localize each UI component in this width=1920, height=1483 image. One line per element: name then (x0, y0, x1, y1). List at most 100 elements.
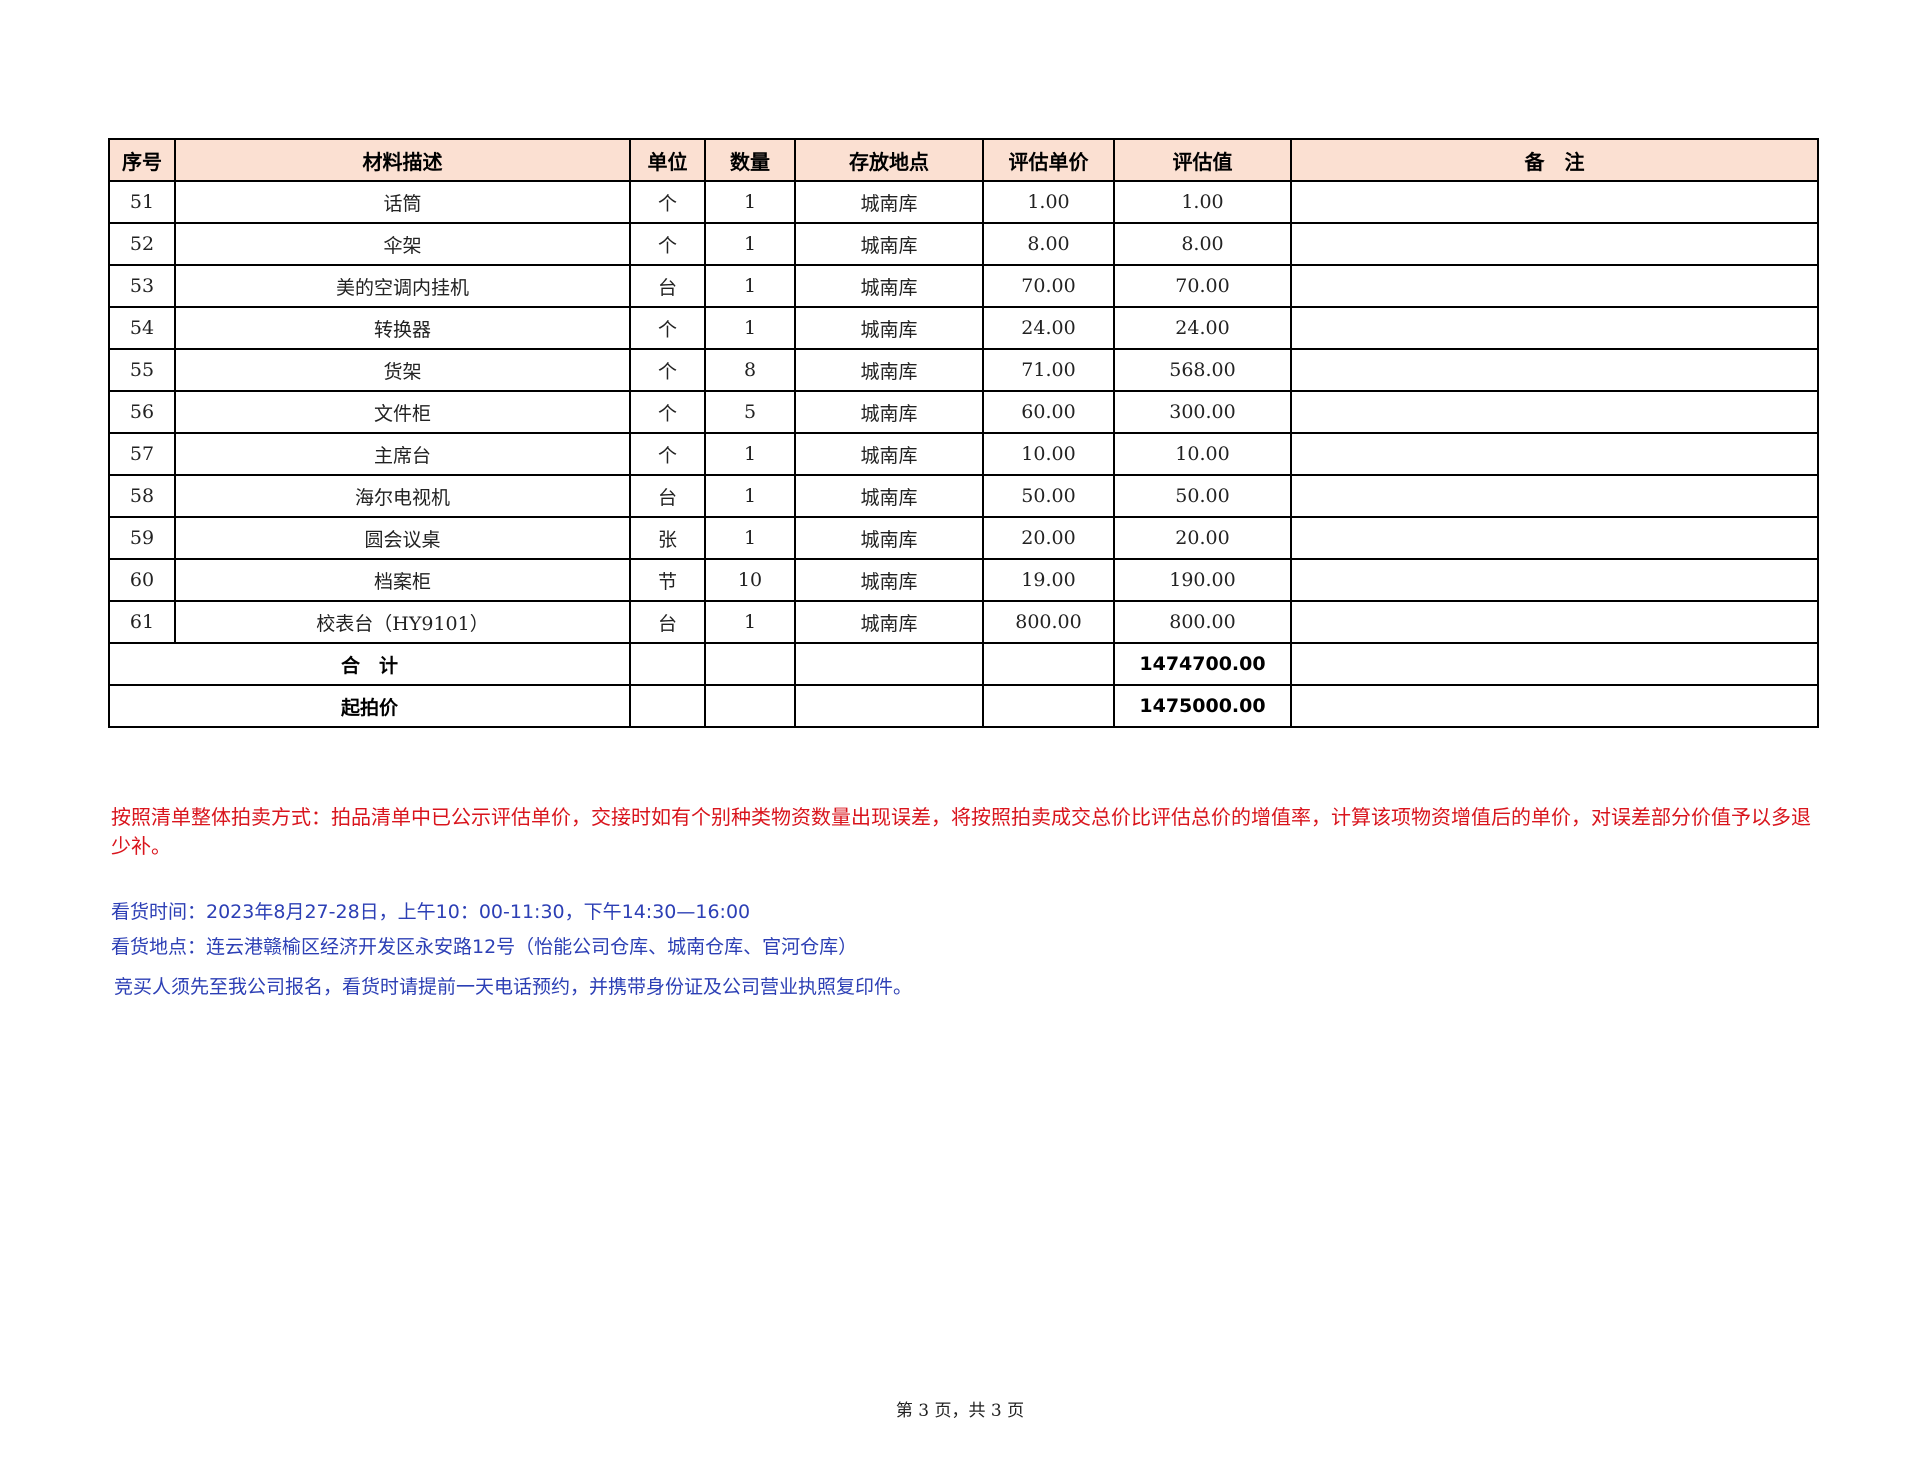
table-cell: 1 (704, 222, 796, 266)
table-cell: 52 (108, 222, 176, 266)
table-cell: 台 (629, 600, 706, 644)
table-cell: 节 (629, 558, 706, 602)
table-cell: 文件柜 (174, 390, 631, 434)
table-cell: 19.00 (982, 558, 1115, 602)
table-cell: 城南库 (794, 348, 984, 392)
table-cell: 71.00 (982, 348, 1115, 392)
table-cell: 美的空调内挂机 (174, 264, 631, 308)
column-header: 序号 (108, 138, 176, 182)
column-header: 数量 (704, 138, 796, 182)
table-cell: 54 (108, 306, 176, 350)
table-cell: 档案柜 (174, 558, 631, 602)
column-header: 存放地点 (794, 138, 984, 182)
table-cell: 20.00 (982, 516, 1115, 560)
table-cell: 1 (704, 600, 796, 644)
table-cell: 海尔电视机 (174, 474, 631, 518)
column-header: 材料描述 (174, 138, 631, 182)
table-cell: 190.00 (1113, 558, 1292, 602)
table-cell: 8 (704, 348, 796, 392)
table-row: 54 转换器个 1 城南库 24.00 24.00 (108, 306, 1819, 350)
table-cell: 话筒 (174, 180, 631, 224)
table-cell: 10 (704, 558, 796, 602)
table-cell: 61 (108, 600, 176, 644)
table-cell: 城南库 (794, 516, 984, 560)
table-row: 61 校表台（HY9101）台 1 城南库 800.00 800.00 (108, 600, 1819, 644)
table-cell: 1 (704, 264, 796, 308)
table-cell: 57 (108, 432, 176, 476)
table-cell: 5 (704, 390, 796, 434)
table-cell: 51 (108, 180, 176, 224)
table-cell: 圆会议桌 (174, 516, 631, 560)
table-cell: 张 (629, 516, 706, 560)
table-cell: 800.00 (982, 600, 1115, 644)
total-value: 1474700.00 (1113, 642, 1292, 686)
registration-note: 竞买人须先至我公司报名，看货时请提前一天电话预约，并携带身份证及公司营业执照复印… (114, 976, 913, 998)
table-cell: 24.00 (1113, 306, 1292, 350)
viewing-time: 看货时间：2023年8月27-28日，上午10：00-11:30，下午14:30… (111, 901, 751, 923)
table-row: 56 文件柜个 5 城南库 60.00 300.00 (108, 390, 1819, 434)
table-cell: 城南库 (794, 264, 984, 308)
table-cell: 70.00 (1113, 264, 1292, 308)
table-cell: 城南库 (794, 390, 984, 434)
table-cell (1290, 180, 1819, 224)
table-cell: 8.00 (982, 222, 1115, 266)
table-cell: 主席台 (174, 432, 631, 476)
start-price-value: 1475000.00 (1113, 684, 1292, 728)
table-cell: 转换器 (174, 306, 631, 350)
table-cell: 个 (629, 432, 706, 476)
table-cell: 校表台（HY9101） (174, 600, 631, 644)
table-cell: 个 (629, 222, 706, 266)
table-cell: 60.00 (982, 390, 1115, 434)
table-row: 60 档案柜节 10 城南库 19.00 190.00 (108, 558, 1819, 602)
materials-table: 序号 材料描述 单位 数量 存放地点 评估单价 评估值备 注 51 话筒个 1 城南库 1.00 1.… (108, 138, 1819, 728)
table-cell: 800.00 (1113, 600, 1292, 644)
table-cell (1290, 348, 1819, 392)
table-cell: 伞架 (174, 222, 631, 266)
table-cell: 60 (108, 558, 176, 602)
table-cell: 城南库 (794, 558, 984, 602)
total-label: 合 计 (108, 642, 631, 686)
table-cell: 城南库 (794, 180, 984, 224)
page-number: 第 3 页，共 3 页 (895, 1401, 1025, 1421)
auction-note: 按照清单整体拍卖方式：拍品清单中已公示评估单价，交接时如有个别种类物资数量出现误… (111, 805, 1811, 858)
table-cell: 50.00 (1113, 474, 1292, 518)
table-row: 53 美的空调内挂机台 1 城南库 70.00 70.00 (108, 264, 1819, 308)
table-cell: 个 (629, 180, 706, 224)
table-cell: 59 (108, 516, 176, 560)
table-cell: 1 (704, 180, 796, 224)
table-cell (1290, 432, 1819, 476)
table-cell (1290, 306, 1819, 350)
table-cell: 300.00 (1113, 390, 1292, 434)
column-header: 备 注 (1290, 138, 1819, 182)
table-cell: 1 (704, 432, 796, 476)
table-cell: 台 (629, 264, 706, 308)
table-cell: 1.00 (982, 180, 1115, 224)
column-header: 评估值 (1113, 138, 1292, 182)
table-cell (1290, 390, 1819, 434)
table-cell: 55 (108, 348, 176, 392)
table-row: 51 话筒个 1 城南库 1.00 1.00 (108, 180, 1819, 224)
table-row: 55 货架个 8 城南库 71.00 568.00 (108, 348, 1819, 392)
table-cell: 58 (108, 474, 176, 518)
table-header: 序号 材料描述 单位 数量 存放地点 评估单价 评估值备 注 (108, 138, 1819, 182)
table-cell: 56 (108, 390, 176, 434)
table-cell (1290, 558, 1819, 602)
table-cell: 1.00 (1113, 180, 1292, 224)
table-cell: 70.00 (982, 264, 1115, 308)
table-cell: 货架 (174, 348, 631, 392)
table-cell: 城南库 (794, 474, 984, 518)
total-row: 合 计 1474700.00 (108, 642, 1819, 686)
column-header: 单位 (629, 138, 706, 182)
table-cell: 1 (704, 474, 796, 518)
column-header: 评估单价 (982, 138, 1115, 182)
table-cell: 1 (704, 516, 796, 560)
table-cell: 个 (629, 390, 706, 434)
table-cell: 10.00 (1113, 432, 1292, 476)
table-cell: 10.00 (982, 432, 1115, 476)
table-cell (1290, 474, 1819, 518)
table-cell: 城南库 (794, 432, 984, 476)
table-cell: 城南库 (794, 222, 984, 266)
table-cell: 1 (704, 306, 796, 350)
table-cell: 个 (629, 348, 706, 392)
table-cell: 8.00 (1113, 222, 1292, 266)
